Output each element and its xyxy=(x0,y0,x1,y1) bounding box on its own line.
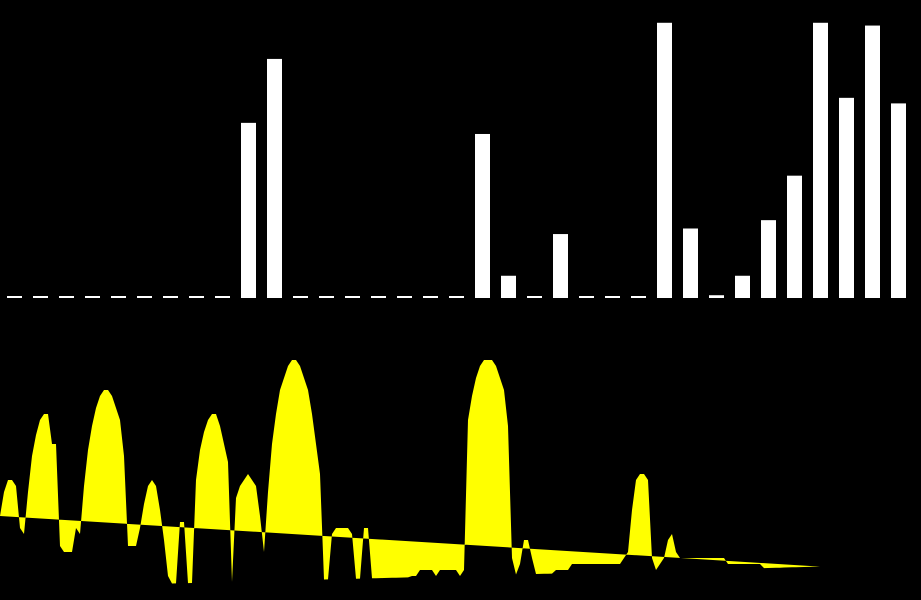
bar-30 xyxy=(761,220,776,298)
bar-26 xyxy=(657,22,672,299)
bar-12 xyxy=(293,296,308,298)
bar-10 xyxy=(241,122,256,298)
bar-17 xyxy=(423,296,438,298)
bar-3 xyxy=(59,296,74,298)
bar-27 xyxy=(683,228,698,298)
bar-8 xyxy=(189,296,204,298)
bar-19 xyxy=(475,133,490,298)
bar-34 xyxy=(865,25,880,299)
bar-24 xyxy=(605,296,620,298)
bar-14 xyxy=(345,296,360,298)
bar-18 xyxy=(449,296,464,298)
bar-7 xyxy=(163,296,178,298)
bar-5 xyxy=(111,296,126,298)
bar-28 xyxy=(709,295,724,298)
bar-29 xyxy=(735,275,750,298)
bar-23 xyxy=(579,296,594,298)
bar-35 xyxy=(891,103,906,299)
bar-16 xyxy=(397,296,412,298)
bar-2 xyxy=(33,296,48,298)
bar-22 xyxy=(553,234,568,298)
bar-15 xyxy=(371,296,386,298)
bar-25 xyxy=(631,296,646,298)
bar-20 xyxy=(501,275,516,298)
bar-1 xyxy=(7,296,22,298)
bar-6 xyxy=(137,296,152,298)
bar-32 xyxy=(813,22,828,299)
bar-4 xyxy=(85,296,100,298)
bar-33 xyxy=(839,97,854,298)
bar-21 xyxy=(527,296,542,298)
bar-13 xyxy=(319,296,334,298)
area-series xyxy=(0,360,820,584)
bar-9 xyxy=(215,296,230,298)
bar-11 xyxy=(267,58,282,298)
bar-31 xyxy=(787,175,802,298)
